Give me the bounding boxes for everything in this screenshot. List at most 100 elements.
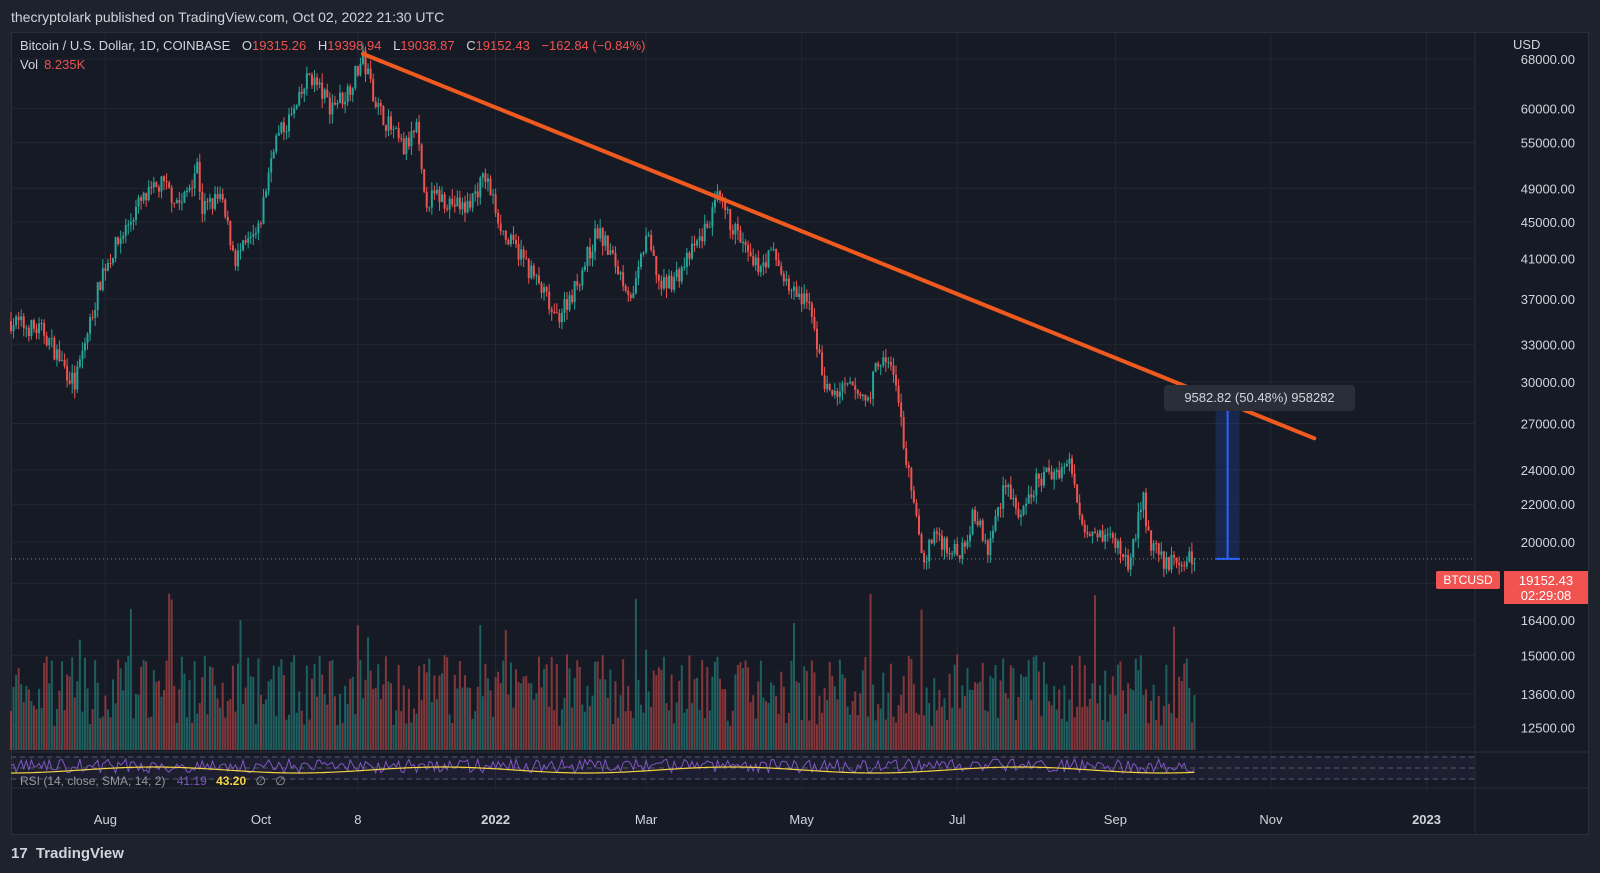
volume-bar: [976, 683, 979, 750]
volume-bar: [1173, 626, 1176, 750]
candle-body: [905, 448, 908, 465]
volume-bar: [318, 655, 321, 750]
candle-body: [247, 238, 250, 243]
rsi-legend: RSI (14, close, SMA, 14, 2) 41.19 43.20 …: [20, 774, 286, 788]
candle-body: [958, 555, 961, 559]
candle-body: [810, 303, 813, 317]
currency-label[interactable]: USD: [1513, 37, 1541, 52]
candle-body: [1037, 473, 1040, 479]
volume-bar: [537, 656, 540, 750]
candle-body: [415, 121, 418, 133]
volume-bar: [517, 682, 520, 750]
volume-bar: [463, 675, 466, 750]
candle-body: [420, 144, 423, 170]
volume-bar: [418, 665, 421, 750]
volume-bar: [288, 714, 291, 750]
footer-brand[interactable]: 17 TradingView: [11, 845, 124, 862]
volume-bar: [1053, 685, 1056, 750]
volume-bar: [1157, 696, 1160, 750]
candle-body: [866, 397, 869, 401]
candle-body: [1002, 485, 1005, 509]
candle-body: [877, 363, 880, 367]
candle-body: [657, 275, 660, 281]
volume-bar: [481, 696, 484, 750]
candle-body: [917, 515, 920, 535]
volume-bar: [17, 667, 20, 750]
candle-body: [208, 198, 211, 202]
volume-bar: [657, 667, 660, 750]
volume-bar: [1068, 699, 1071, 750]
volume-bar: [1071, 665, 1074, 750]
volume-bar: [364, 679, 367, 750]
candle-body: [535, 275, 538, 277]
volume-bar: [331, 659, 334, 750]
candle-body: [418, 121, 421, 145]
volume-bar: [239, 620, 242, 750]
volume-bar: [974, 682, 977, 750]
volume-bar: [979, 681, 982, 750]
volume-bar: [367, 637, 370, 750]
volume-bar: [502, 660, 505, 750]
volume-bar: [675, 702, 678, 750]
candle-body: [25, 327, 28, 329]
candle-body: [382, 106, 385, 126]
candle-body: [764, 262, 767, 268]
volume-bar: [50, 660, 53, 750]
candle-body: [160, 176, 163, 192]
volume-bar: [83, 657, 86, 750]
volume-bar: [12, 686, 15, 750]
candle-body: [1004, 485, 1007, 488]
volume-bar: [303, 724, 306, 750]
candle-body: [410, 130, 413, 147]
volume-bar: [543, 668, 546, 750]
candle-body: [1022, 506, 1025, 515]
volume-bar: [188, 679, 191, 750]
volume-bar: [555, 664, 558, 750]
volume-bar: [471, 718, 474, 750]
volume-bar: [923, 715, 926, 750]
volume-bar: [1022, 676, 1025, 750]
candle-body: [933, 531, 936, 544]
candle-body: [481, 173, 484, 178]
candle-body: [145, 192, 148, 200]
volume-bar: [747, 667, 750, 750]
candle-body: [407, 137, 410, 147]
candle-body: [129, 221, 132, 225]
candle-body: [1032, 495, 1035, 498]
candle-body: [367, 68, 370, 75]
volume-bar: [902, 676, 905, 750]
volume-bar: [550, 656, 553, 750]
candle-body: [53, 337, 56, 360]
volume-bar: [739, 662, 742, 750]
volume-bar: [744, 660, 747, 750]
volume-bar: [68, 676, 71, 750]
volume-bar: [374, 687, 377, 750]
volume-bar: [254, 724, 257, 750]
volume-bar: [313, 663, 316, 750]
candle-body: [1081, 515, 1084, 525]
volume-bar: [377, 664, 380, 750]
volume-bar: [627, 685, 630, 750]
volume-bar: [515, 669, 518, 750]
volume-bar: [726, 720, 729, 750]
candle-body: [1152, 543, 1155, 551]
volume-bar: [851, 701, 854, 750]
volume-bar: [356, 625, 359, 750]
candle-body: [543, 287, 546, 293]
candle-body: [989, 538, 992, 555]
measure-tooltip: 9582.82 (50.48%) 958282: [1164, 385, 1355, 411]
candle-body: [446, 208, 449, 210]
candle-body: [127, 224, 130, 226]
candle-body: [583, 265, 586, 271]
low-value: 19038.87: [400, 38, 455, 53]
volume-bar: [563, 697, 566, 750]
candle-body: [1127, 555, 1130, 570]
candle-body: [1185, 561, 1188, 567]
volume-bar: [277, 666, 280, 750]
candle-body: [484, 173, 487, 182]
candle-body: [560, 312, 563, 323]
volume-bar: [917, 714, 920, 750]
high-label: H: [317, 38, 328, 53]
candle-body: [1160, 551, 1163, 555]
